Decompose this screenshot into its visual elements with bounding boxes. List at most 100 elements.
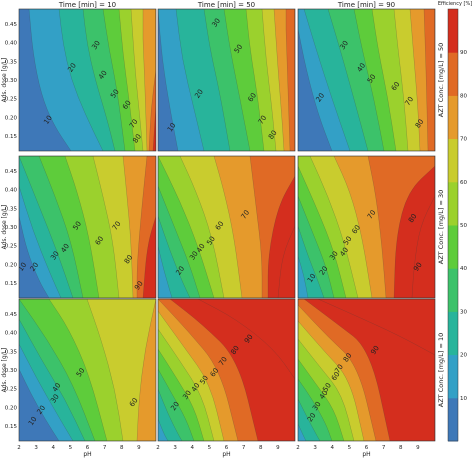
y-tick-label: 0.35 [5,59,18,65]
contour-label: 90 [412,261,424,273]
x-tick-label: 8 [120,445,124,451]
contour-label: 80 [414,118,426,130]
x-tick-label: 3 [313,445,317,451]
y-tick-label: 0.40 [5,188,18,194]
x-tick-label: 5 [348,445,352,451]
y-tick-label: 0.15 [5,281,18,287]
contour-label: 20 [306,411,318,423]
y-tick-label: 0.30 [5,368,18,374]
contour-label: 40 [97,69,109,81]
y-tick-label: 0.25 [5,387,18,393]
contour-band [285,9,295,151]
contour-label: 40 [195,242,207,254]
contour-label: 10 [166,121,178,133]
contour-label: 50 [75,367,87,379]
y-tick-label: 0.15 [5,134,18,140]
contour-label: 50 [321,382,333,394]
colorbar-segment [448,311,458,356]
contour-label: 90 [369,344,381,356]
contour-label: 30 [328,250,340,262]
contour-label: 20 [315,92,327,104]
contour-label: 70 [217,355,229,367]
colorbar-tick-label: 30 [460,309,467,315]
contour-label: 60 [121,99,133,111]
x-tick-label: 4 [52,445,56,451]
contour-label: 80 [267,129,279,141]
panel-frame [297,155,436,299]
colorbar-tick-label: 10 [460,396,467,402]
column-title: Time [min] = 90 [337,1,395,9]
panel-frame [157,298,296,442]
x-axis-label: pH [83,451,91,458]
contour-label: 60 [390,80,402,92]
y-tick-label: 0.40 [5,41,18,47]
contour-band [142,156,156,298]
contour-label: 30 [181,389,193,401]
contour-band [423,9,435,151]
colorbar-segment [448,95,458,140]
contour-label: 90 [133,280,145,292]
contour-band [148,9,156,151]
y-tick-label: 0.30 [5,78,18,84]
contour-band [86,299,156,441]
contour-band [277,156,295,298]
x-tick-label: 5 [208,445,212,451]
y-tick-label: 0.40 [5,331,18,337]
contour-label: 70 [128,118,140,130]
x-axis-label: pH [222,451,230,458]
x-tick-label: 6 [225,445,229,451]
x-tick-label: 2 [296,445,300,451]
panel-frame [18,8,157,152]
x-tick-label: 7 [103,445,107,451]
contour-band [411,156,435,298]
x-tick-label: 5 [69,445,73,451]
colorbar-frame [447,8,459,442]
contour-label: 70 [257,114,269,126]
colorbar-tick-label: 40 [460,266,467,272]
contour-label: 70 [366,209,378,221]
contour-label: 40 [51,382,63,394]
colorbar-tick-label: 50 [460,223,467,229]
x-tick-label: 9 [276,445,280,451]
y-tick-label: 0.30 [5,225,18,231]
contour-label: 70 [333,363,345,375]
y-axis-label: Ads. dose [g/L] [1,205,8,250]
contour-label: 10 [42,114,54,126]
contour-label: 50 [205,235,217,247]
contour-band [317,299,435,441]
x-tick-label: 7 [242,445,246,451]
panel-frame [157,155,296,299]
y-axis-label: Ads. dose [g/L] [1,58,8,103]
contour-label: 20 [175,265,187,277]
y-axis-label: Ads. dose [g/L] [1,348,8,393]
panel-frame [157,8,296,152]
x-tick-label: 3 [34,445,38,451]
contour-label: 80 [407,212,419,224]
colorbar-segment [448,397,458,442]
colorbar-segment [448,354,458,399]
contour-label: 10 [27,415,39,427]
contour-label: 40 [338,246,350,258]
x-tick-label: 4 [331,445,335,451]
contour-label: 30 [49,393,61,405]
x-tick-label: 2 [156,445,160,451]
x-tick-label: 3 [173,445,177,451]
x-tick-label: 8 [259,445,263,451]
panel-frame [297,298,436,442]
colorbar-tick-label: 90 [460,50,467,56]
contour-label: 30 [188,250,200,262]
y-tick-label: 0.25 [5,244,18,250]
contour-band [136,299,156,441]
colorbar-segment [448,52,458,96]
contour-label: 40 [356,62,368,74]
contour-label: 20 [193,88,205,100]
y-tick-label: 0.45 [5,312,18,318]
y-tick-label: 0.35 [5,349,18,355]
contour-label: 50 [109,88,121,100]
contour-label: 20 [318,265,330,277]
contour-label: 20 [169,400,181,412]
y-tick-label: 0.15 [5,424,18,430]
panel-frame [18,155,157,299]
